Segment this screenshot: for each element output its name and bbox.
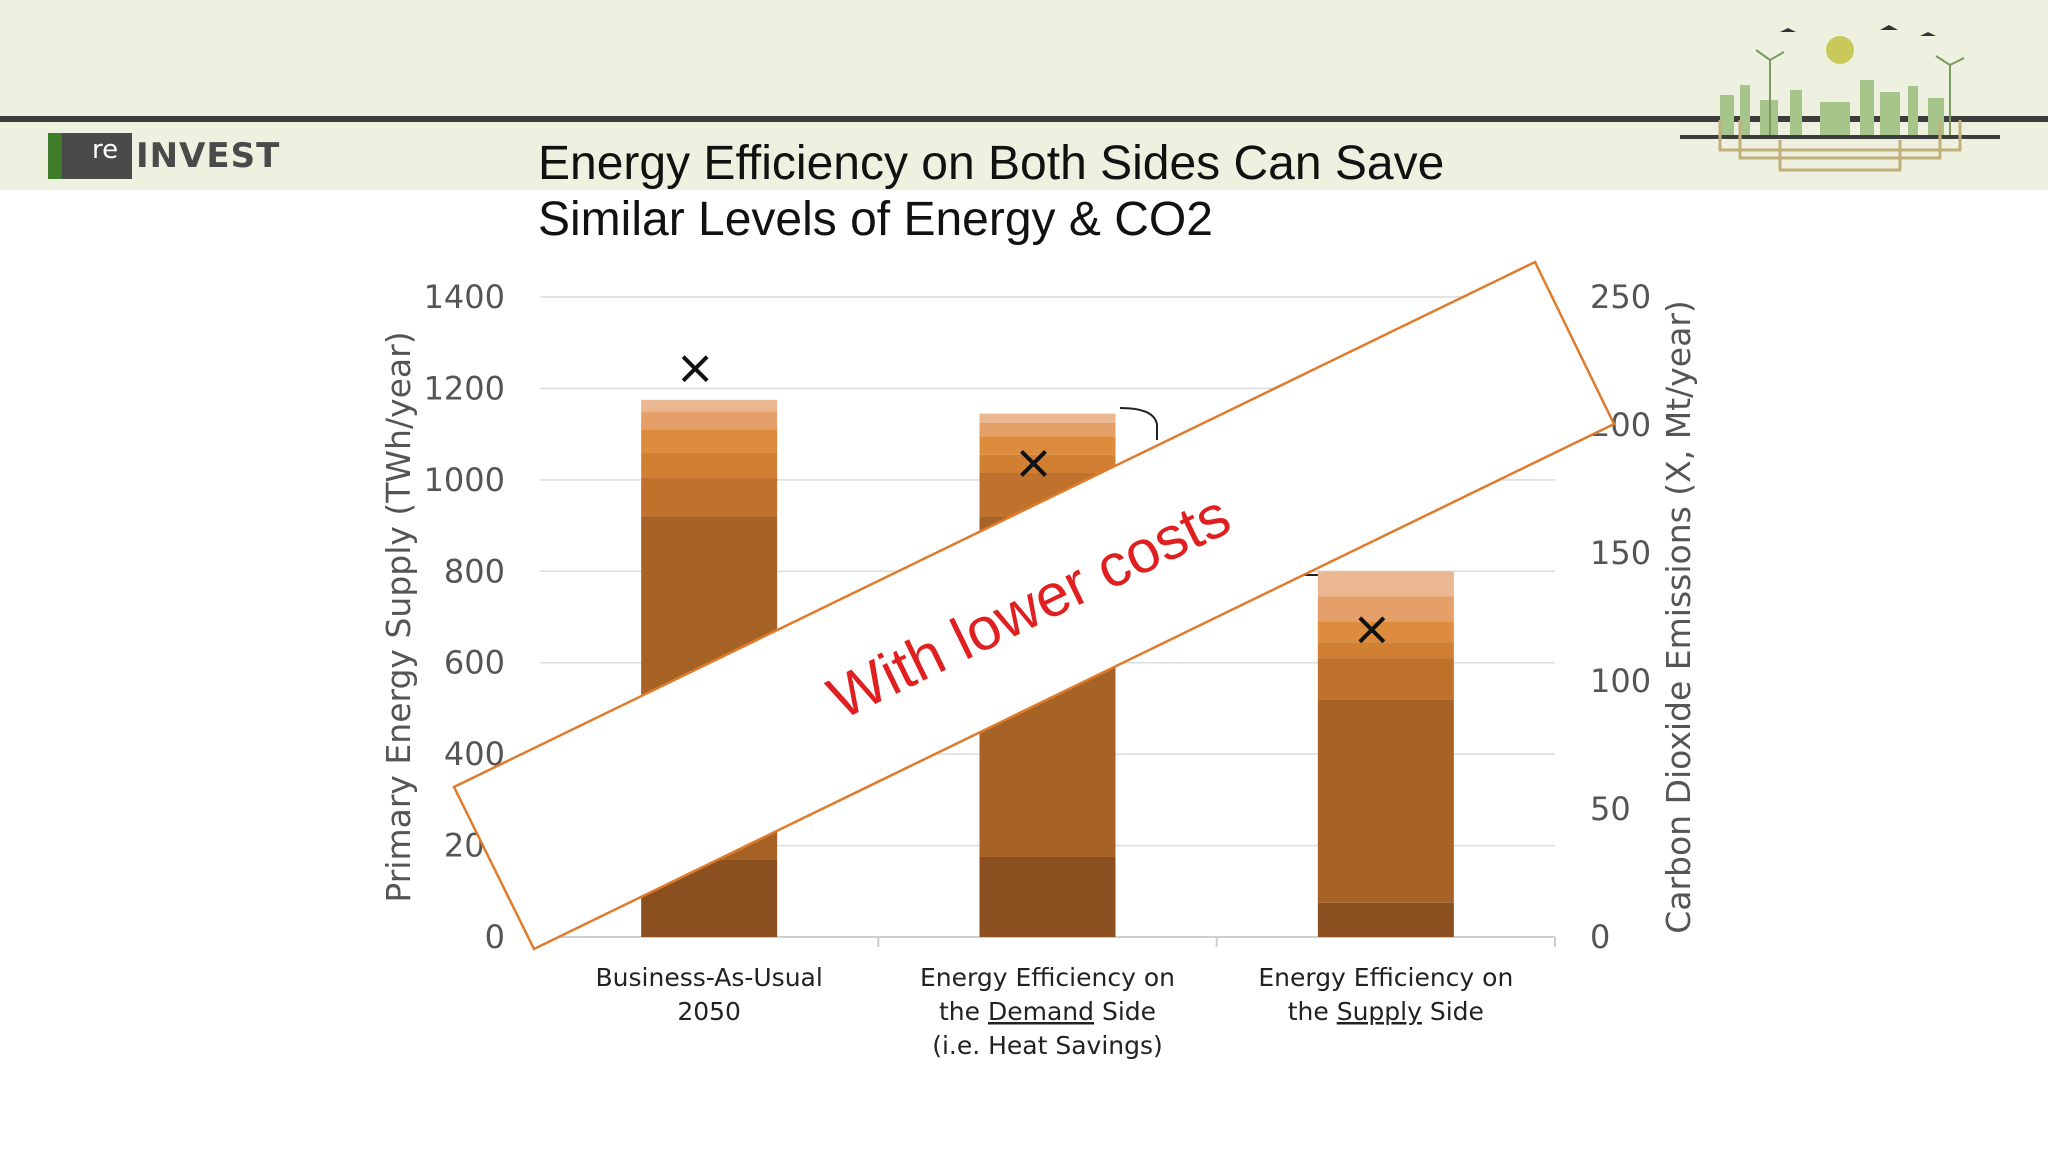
bar-segment (641, 399, 778, 412)
y-tick-label: 1000 (424, 461, 505, 499)
y-tick-label: 600 (444, 644, 505, 682)
co2-marker (1020, 449, 1047, 477)
y2-axis-title: Carbon Dioxide Emissions (X, Mt/year) (1659, 300, 1698, 934)
x-category-label-line: the Demand Side (939, 997, 1156, 1026)
y2-tick-label: 0 (1590, 918, 1610, 956)
bar-segment (979, 422, 1116, 437)
y2-tick-label: 50 (1590, 790, 1631, 828)
axis-labels: 0200400600800100012001400050100150200250… (379, 278, 1698, 1060)
slide-title-line-1: Energy Efficiency on Both Sides Can Save (538, 137, 1445, 190)
x-category-label-line: Energy Efficiency on (1258, 963, 1513, 992)
x-category-label-line: Business-As-Usual (596, 963, 823, 992)
bar-segment (641, 429, 778, 453)
bar-segment (1317, 571, 1454, 597)
bar-segment (979, 857, 1116, 937)
logo-badge-text: re (92, 135, 119, 165)
x-category-label-line: the Supply Side (1288, 997, 1484, 1026)
y-tick-label: 0 (485, 918, 505, 956)
x-category-label: Energy Efficiency on the Demand Side (i.e.… (920, 963, 1175, 1060)
x-category-label-line: Energy Efficiency on (920, 963, 1175, 992)
bar-segment (1317, 621, 1454, 643)
logo-badge: re (48, 133, 132, 179)
bar-segment (641, 477, 778, 517)
city-skyline-illustration (1680, 25, 2000, 172)
co2-marker (1358, 616, 1386, 644)
co2-marker (681, 355, 709, 383)
x-category-label-line: 2050 (677, 997, 741, 1026)
x-category-label-line: (i.e. Heat Savings) (932, 1031, 1163, 1060)
bar-segment (1317, 699, 1454, 903)
header-divider (0, 116, 2048, 122)
bar-segment (641, 411, 778, 430)
bar-segment (979, 454, 1116, 473)
x-category-label-underlined-word: Demand (988, 997, 1094, 1026)
y2-tick-label: 250 (1590, 278, 1651, 316)
bar-segment (979, 413, 1116, 423)
logo-wordmark: INVEST (136, 136, 281, 176)
header-band (0, 0, 2048, 190)
x-category-label: Energy Efficiency on the Supply Side (1258, 963, 1513, 1026)
y2-tick-label: 100 (1590, 662, 1651, 700)
bar-segment (1317, 658, 1454, 700)
bar-segment (979, 436, 1116, 455)
y-tick-label: 800 (444, 552, 505, 590)
bar-segment (1317, 902, 1454, 937)
slide-title-line-2: Similar Levels of Energy & CO2 (538, 193, 1213, 246)
y2-tick-label: 150 (1590, 534, 1651, 572)
bar-segment (1317, 596, 1454, 622)
y-axis-title: Primary Energy Supply (TWh/year) (379, 331, 418, 902)
reinvest-logo: re INVEST (48, 133, 280, 179)
x-category-label-underlined-word: Supply (1337, 997, 1422, 1026)
bar-segment (641, 452, 778, 478)
co2-markers (681, 355, 1386, 644)
x-category-label: Business-As-Usual 2050 (596, 963, 823, 1026)
annotation-bracket (1119, 407, 1158, 440)
y-tick-label: 1400 (424, 278, 505, 316)
y-tick-label: 1200 (424, 369, 505, 407)
overlay-banner-box (452, 260, 1616, 951)
slide-title: Energy Efficiency on Both Sides Can Save… (538, 136, 1638, 248)
bar-segment (1317, 642, 1454, 659)
